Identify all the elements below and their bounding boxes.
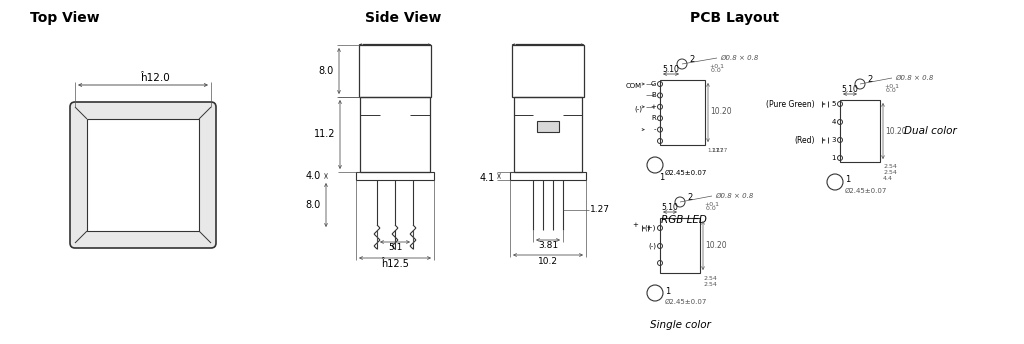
Text: 2: 2 (687, 193, 692, 203)
Text: Top View: Top View (30, 11, 99, 25)
Text: 5.10: 5.10 (842, 86, 858, 95)
Text: 1.27: 1.27 (707, 148, 719, 152)
Bar (510, 172, 586, 180)
Text: (+): (+) (645, 225, 656, 231)
Text: 3.81: 3.81 (538, 240, 558, 249)
Text: 8.0: 8.0 (318, 66, 334, 76)
Text: ĥ12.5: ĥ12.5 (381, 259, 409, 269)
Bar (87, 119, 199, 231)
Text: 0.0: 0.0 (709, 68, 721, 74)
Bar (514, 97, 582, 172)
Text: 2.54: 2.54 (703, 281, 717, 287)
Text: 5: 5 (831, 101, 836, 107)
Bar (359, 45, 431, 97)
Text: RGB LED: RGB LED (662, 215, 707, 225)
Text: 0.0: 0.0 (705, 206, 716, 212)
Text: 10.20: 10.20 (705, 240, 727, 249)
Text: +: + (632, 222, 638, 228)
Text: Ø0.8 × 0.8: Ø0.8 × 0.8 (720, 55, 759, 61)
Text: G: G (650, 81, 656, 87)
Text: 1.27: 1.27 (590, 205, 610, 215)
FancyBboxPatch shape (70, 102, 216, 248)
Text: 5.10: 5.10 (662, 204, 679, 213)
Bar (660, 80, 705, 145)
Text: 8.0: 8.0 (306, 200, 321, 210)
Text: 10.20: 10.20 (710, 107, 731, 117)
Text: Side View: Side View (365, 11, 441, 25)
Bar (360, 97, 430, 172)
Text: 11.2: 11.2 (313, 129, 335, 139)
Text: Ø2.45±0.07: Ø2.45±0.07 (845, 188, 888, 194)
Text: Ø0.8 × 0.8: Ø0.8 × 0.8 (715, 193, 754, 199)
Text: (-): (-) (648, 243, 656, 249)
Text: R: R (651, 115, 656, 121)
Text: 10.20: 10.20 (885, 127, 906, 136)
Text: 1: 1 (831, 155, 836, 161)
Text: 2.54: 2.54 (883, 164, 897, 170)
Text: COM: COM (626, 83, 642, 89)
Text: Ø2.45±0.07: Ø2.45±0.07 (665, 299, 708, 305)
Text: +0.1: +0.1 (705, 202, 719, 206)
Text: Dual color: Dual color (903, 126, 956, 136)
Text: ĥ12.0: ĥ12.0 (140, 73, 170, 83)
Bar (660, 218, 700, 273)
Text: (-): (-) (634, 106, 642, 112)
Bar (356, 172, 434, 180)
Text: 10.2: 10.2 (538, 257, 558, 266)
Text: 2: 2 (689, 54, 694, 64)
Text: Single color: Single color (649, 320, 711, 330)
Text: +0.1: +0.1 (884, 84, 899, 88)
Text: 2: 2 (867, 75, 872, 85)
Text: 3: 3 (831, 137, 836, 143)
Text: +0.1: +0.1 (709, 64, 724, 68)
Text: 4: 4 (831, 119, 836, 125)
Text: Ø2.45±0.07: Ø2.45±0.07 (665, 170, 708, 176)
Text: 1: 1 (845, 175, 850, 184)
Text: 4.1: 4.1 (480, 173, 495, 183)
Text: 1.27: 1.27 (715, 148, 727, 152)
Text: +: + (650, 104, 656, 110)
Text: 4.4: 4.4 (883, 176, 893, 182)
Text: (Pure Green): (Pure Green) (766, 99, 815, 108)
Text: 0.0: 0.0 (884, 88, 896, 94)
Bar (537, 121, 559, 132)
Text: 5.10: 5.10 (663, 65, 680, 75)
Bar (512, 45, 584, 97)
Text: (Red): (Red) (795, 136, 815, 144)
Text: -: - (653, 127, 656, 132)
Text: 5.1: 5.1 (388, 243, 402, 251)
Text: 1: 1 (665, 287, 671, 295)
Text: 1.27: 1.27 (711, 148, 723, 152)
Text: B: B (651, 93, 656, 98)
Text: 1: 1 (659, 172, 665, 182)
Bar (840, 100, 880, 162)
Text: 4.0: 4.0 (306, 171, 321, 181)
Text: 2.54: 2.54 (883, 171, 897, 175)
Text: 2.54: 2.54 (703, 276, 717, 280)
Text: PCB Layout: PCB Layout (690, 11, 779, 25)
Text: Ø0.8 × 0.8: Ø0.8 × 0.8 (895, 75, 933, 81)
